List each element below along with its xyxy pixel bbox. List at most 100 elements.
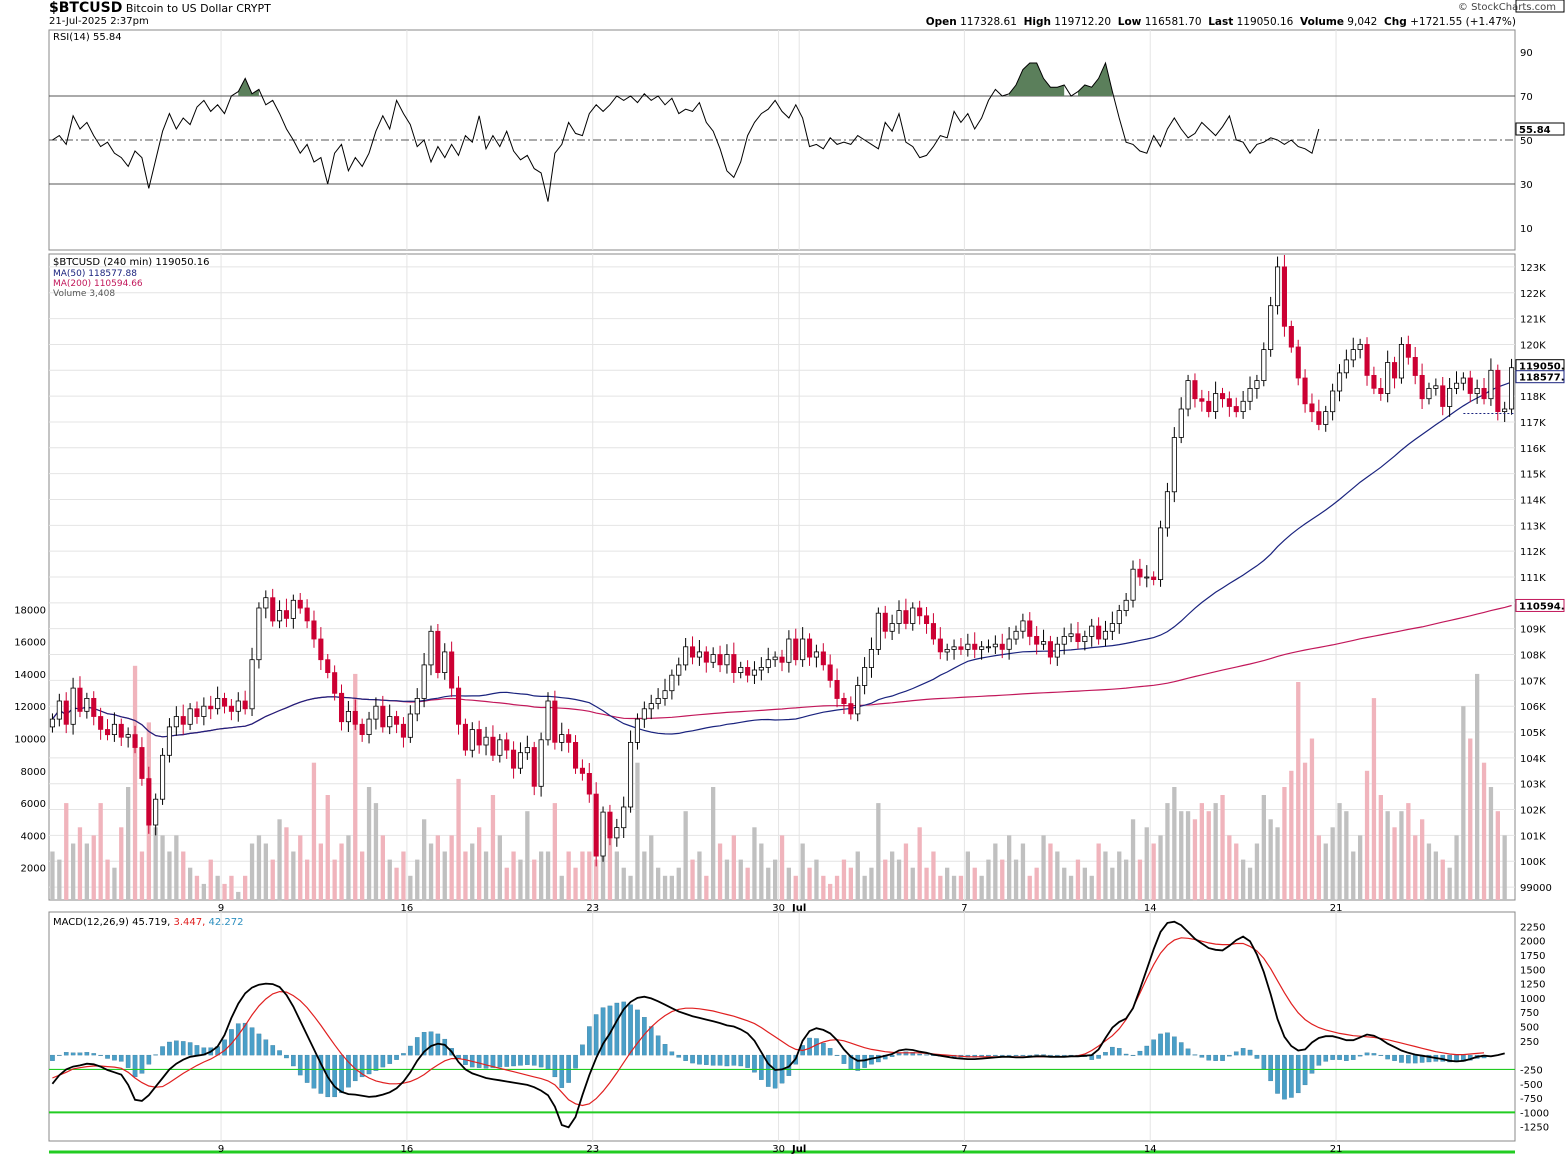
- candle-body: [924, 615, 930, 624]
- y-tick-label: 103K: [1520, 780, 1546, 791]
- volume-bar: [945, 867, 950, 900]
- macd-histogram-bar: [132, 1054, 138, 1078]
- candle-body: [1158, 527, 1164, 581]
- volume-bar: [731, 835, 736, 900]
- candle-body: [1047, 641, 1054, 658]
- volume-bar: [477, 827, 482, 900]
- candle-body: [421, 664, 427, 699]
- candle-body: [1268, 305, 1274, 351]
- macd-histogram-bar: [587, 1026, 592, 1056]
- volume-bar: [1227, 835, 1232, 900]
- volume-bar: [931, 851, 936, 900]
- y-tick-label: 10: [1520, 224, 1533, 235]
- candle-body: [510, 749, 517, 769]
- candle-body: [1316, 411, 1322, 425]
- volume-bar: [1426, 843, 1432, 900]
- volume-bar: [635, 762, 640, 900]
- volume-bar: [1172, 787, 1177, 900]
- candle-body: [758, 667, 764, 671]
- x-tick-label: 16: [401, 903, 414, 914]
- candle-body: [1288, 325, 1294, 348]
- last-price-tag: 119050.16: [1519, 362, 1565, 373]
- candle-body: [249, 659, 255, 710]
- x-tick-label: 21: [1330, 903, 1343, 914]
- chart-title: $BTCUSD Bitcoin to US Dollar CRYPT: [49, 0, 271, 16]
- volume-bar: [876, 803, 881, 900]
- y-tick-label: 750: [1520, 1008, 1539, 1019]
- rsi-shaded-region: [1009, 63, 1065, 96]
- macd-histogram-bar: [1399, 1054, 1404, 1063]
- volume-bar: [1502, 835, 1507, 900]
- macd-histogram-bar: [924, 1054, 929, 1056]
- candle-body: [827, 664, 833, 681]
- candle-body: [662, 690, 668, 699]
- volume-bar: [862, 875, 867, 900]
- macd-histogram-bar: [1378, 1054, 1384, 1056]
- candle-body: [999, 643, 1005, 650]
- volume-bar: [1364, 770, 1370, 900]
- macd-histogram-bar: [1330, 1054, 1335, 1060]
- candle-body: [683, 646, 689, 666]
- y-tick-label: -1000: [1520, 1108, 1549, 1119]
- candle-body: [373, 705, 379, 720]
- macd-histogram-bar: [263, 1039, 269, 1056]
- macd-histogram-bar: [710, 1054, 716, 1066]
- macd-histogram-bar: [387, 1054, 393, 1064]
- candle-body: [91, 698, 97, 717]
- macd-histogram-bar: [1137, 1050, 1143, 1056]
- macd-legend-part-2: 3.447,: [174, 917, 209, 928]
- chg-label: Chg: [1384, 16, 1407, 28]
- macd-histogram-bar: [731, 1054, 737, 1066]
- volume-bar: [566, 851, 571, 900]
- macd-histogram-bar: [284, 1054, 289, 1059]
- macd-x-tick-label: 21: [1330, 1144, 1343, 1155]
- macd-histogram-bar: [662, 1044, 668, 1056]
- volume-bar: [1296, 682, 1301, 900]
- volume-bar: [607, 827, 613, 900]
- candle-body: [738, 667, 744, 674]
- volume-bar: [490, 795, 496, 900]
- candle-body: [1481, 387, 1487, 400]
- candle-body: [1068, 633, 1074, 637]
- rsi-last-tag: 55.84: [1519, 125, 1551, 136]
- macd-histogram-bar: [497, 1054, 503, 1068]
- candle-body: [1357, 343, 1363, 350]
- chart-date: 21-Jul-2025 2:37pm: [49, 16, 149, 27]
- volume-bar: [112, 867, 117, 900]
- macd-histogram-bar: [717, 1054, 723, 1066]
- volume-bar: [497, 835, 502, 900]
- candle-body: [338, 692, 345, 723]
- macd-histogram-bar: [1392, 1054, 1397, 1061]
- candle-body: [173, 716, 179, 728]
- volume-bar: [539, 851, 544, 900]
- volume-bar: [766, 867, 771, 900]
- candle-body: [1206, 400, 1212, 412]
- candle-body: [1419, 374, 1425, 400]
- volume-bar: [972, 867, 977, 900]
- macd-histogram-bar: [483, 1054, 489, 1069]
- macd-histogram-bar: [704, 1054, 709, 1065]
- candle-body: [442, 651, 448, 674]
- macd-histogram-bar: [814, 1038, 819, 1056]
- volume-bar: [1055, 851, 1060, 900]
- candle-body: [428, 630, 434, 666]
- volume-bar: [704, 875, 709, 900]
- volume-bar: [91, 835, 96, 900]
- macd-histogram-bar: [187, 1042, 193, 1056]
- volume-bar: [656, 867, 661, 900]
- candle-body: [559, 734, 565, 743]
- candle-body: [552, 700, 558, 743]
- candle-body: [1502, 408, 1508, 412]
- candle-body: [63, 700, 69, 725]
- macd-histogram-bar: [669, 1051, 675, 1056]
- macd-histogram-bar: [146, 1054, 152, 1065]
- candle-body: [1488, 369, 1494, 400]
- y-tick-label: 123K: [1520, 263, 1546, 274]
- candle-body: [531, 747, 537, 787]
- candle-body: [1102, 630, 1109, 640]
- candle-body: [476, 729, 482, 746]
- volume-bar: [518, 859, 523, 900]
- candle-body: [985, 646, 991, 649]
- candle-body: [1123, 599, 1129, 611]
- volume-bar: [1406, 803, 1411, 900]
